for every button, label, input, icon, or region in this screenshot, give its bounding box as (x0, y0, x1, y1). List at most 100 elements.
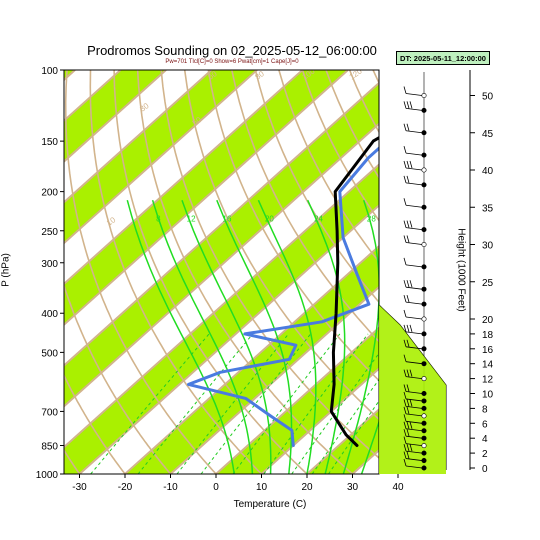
isotherm-line (64, 163, 379, 449)
wind-barb-feather (403, 123, 407, 131)
wind-station-dot (421, 398, 427, 404)
dry-adiabat (160, 70, 379, 459)
height-tick-label: 6 (482, 419, 488, 430)
isotherm-line (64, 81, 379, 367)
wind-barb-feather (403, 145, 407, 154)
pressure-tick-label: 500 (41, 348, 58, 359)
wind-barb (405, 435, 423, 439)
temperature-band (64, 164, 379, 474)
wind-barb-feather (406, 406, 410, 414)
wind-barb-feather (406, 399, 410, 407)
wind-station-dot (421, 413, 427, 419)
wind-barb (405, 458, 423, 461)
wind-barb (405, 204, 423, 208)
pressure-tick-label: 100 (41, 66, 58, 77)
wind-barb-feather (406, 280, 410, 288)
moist-adiabat (307, 199, 346, 474)
height-tick-label: 50 (482, 92, 494, 103)
wind-station-dot (421, 130, 427, 136)
dewpoint-profile (187, 146, 379, 447)
moist-adiabat-label: 28 (367, 215, 376, 224)
isotherm-line (64, 70, 349, 327)
height-tick-label: 0 (482, 464, 488, 475)
dry-adiabat (89, 70, 263, 474)
wind-barb-feather (403, 436, 407, 444)
x-tick-label: 20 (301, 482, 313, 493)
wind-station-dot (421, 361, 427, 367)
wind-barb (405, 443, 423, 447)
wind-station-dot (421, 465, 427, 471)
wind-barb-feather (406, 175, 410, 184)
wind-barb-feather (403, 220, 407, 228)
pressure-tick-label: 200 (41, 188, 58, 199)
wind-barb-feather (406, 123, 410, 131)
wind-barb-feather (403, 369, 407, 377)
wind-station-dot (421, 204, 427, 210)
wind-barb (405, 361, 423, 365)
wind-barb-feather (403, 354, 407, 362)
wind-barb-feather (409, 280, 413, 288)
dry-adiabat-label: 100 (300, 66, 317, 81)
moist-adiabat-label: 32 (417, 215, 426, 224)
wind-barb (405, 108, 423, 111)
wind-barb-feather (403, 421, 407, 429)
dry-adiabat-label: 60 (206, 69, 219, 82)
wind-barb (405, 130, 423, 134)
wind-barb-feather (406, 294, 410, 303)
moist-adiabat-label: 8 (156, 215, 161, 224)
wind-barb-feather (406, 443, 410, 452)
wind-barb-feather (403, 86, 407, 94)
mixing-ratio-line (263, 333, 369, 474)
plot-frame (63, 69, 380, 475)
wind-barb-feather (403, 294, 407, 303)
isotherm-line (489, 70, 540, 474)
dry-adiabat (64, 448, 81, 474)
height-tick-label: 2 (482, 449, 488, 460)
isotherm-label: -10 (384, 159, 397, 169)
wind-barb-feather (403, 160, 407, 169)
mixing-ratio-line (328, 400, 379, 474)
height-tick-label: 40 (482, 166, 494, 177)
wind-station-dot (421, 435, 427, 441)
wind-barb-feather (406, 160, 410, 169)
dry-adiabat-label: 160 (442, 66, 459, 81)
wind-barb (405, 227, 423, 230)
moist-adiabat (216, 199, 293, 474)
chart-title: Prodromos Sounding on 02_2025-05-12_06:0… (87, 43, 377, 58)
wind-barb-feather (403, 384, 407, 392)
isotherm-line (64, 70, 213, 204)
height-tick-label: 35 (482, 203, 494, 214)
y-axis-label: P (hPa) (0, 253, 12, 287)
wind-barb-feather (406, 421, 410, 429)
wind-station-dot (421, 346, 427, 352)
wind-barb-feather (403, 443, 407, 452)
wind-barb (405, 242, 423, 245)
mixing-ratio-line (90, 333, 210, 474)
wind-station-dot (421, 443, 427, 449)
wind-barb-feather (403, 429, 407, 437)
x-tick-label: -20 (118, 482, 133, 493)
moist-adiabat (342, 199, 379, 474)
dry-adiabat-label: 80 (253, 69, 266, 82)
wind-station-dot (421, 167, 427, 173)
wind-barb (405, 152, 423, 156)
wind-station-dot (421, 152, 427, 158)
wind-barb-feather (403, 280, 407, 288)
pressure-tick-label: 300 (41, 259, 58, 270)
wind-station-dot (421, 107, 427, 113)
dry-adiabat (467, 70, 540, 483)
wind-barb-feather (409, 160, 413, 169)
wind-barb-feather (406, 235, 410, 243)
wind-barb-feather (403, 414, 407, 422)
dry-adiabat (231, 70, 379, 343)
height-tick-label: 4 (482, 434, 488, 445)
wind-barb-feather (409, 101, 413, 109)
dry-adiabat (207, 70, 379, 382)
height-tick-label: 10 (482, 390, 494, 401)
wind-station-dot (421, 390, 427, 396)
isotherm-line (169, 285, 379, 474)
wind-barb-feather (406, 339, 410, 347)
wind-barb (405, 398, 423, 402)
dry-adiabat (64, 373, 127, 474)
moist-adiabat (257, 199, 317, 474)
